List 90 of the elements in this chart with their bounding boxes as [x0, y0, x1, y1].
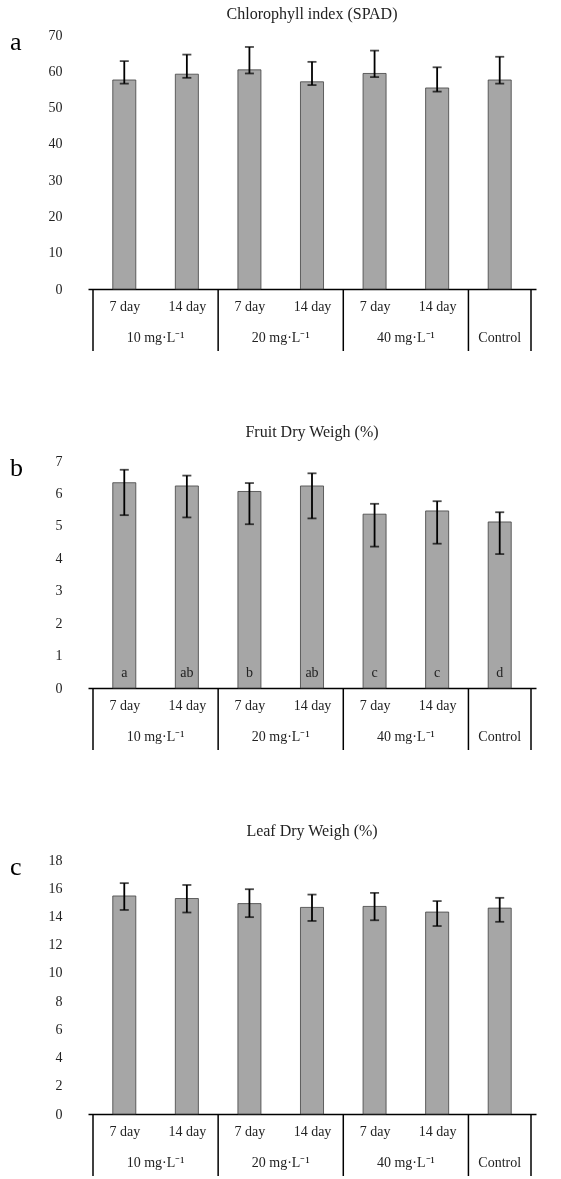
x-tick-label: 14 day	[293, 1123, 332, 1139]
text: a	[10, 27, 22, 56]
bar	[237, 69, 262, 290]
x-tick-label: 14 day	[293, 697, 332, 713]
text: b	[10, 453, 23, 482]
bar	[112, 79, 137, 290]
x-tick-label: 14 day	[293, 298, 332, 314]
text: Control	[478, 1155, 522, 1170]
text: Control	[478, 729, 522, 744]
y-tick-label: 5	[55, 518, 63, 534]
bar	[112, 895, 137, 1115]
annotation: b	[245, 665, 253, 680]
y-tick-label: 2	[55, 615, 63, 631]
annotation: c	[371, 665, 378, 680]
text: 20 mg·L⁻¹	[251, 729, 310, 744]
x-tick-label: 7 day	[109, 697, 141, 713]
y-tick-label: 6	[55, 485, 63, 501]
text: 10 mg·L⁻¹	[126, 1155, 185, 1170]
y-tick-label: 30	[48, 172, 63, 188]
annotation: d	[496, 665, 504, 680]
text: 20 mg·L⁻¹	[251, 330, 310, 345]
y-tick-label: 50	[48, 100, 63, 116]
bar	[362, 906, 387, 1115]
bar	[487, 521, 512, 689]
text: 40 mg·L⁻¹	[376, 729, 435, 744]
bar	[487, 79, 512, 290]
bar	[112, 482, 137, 689]
y-tick-label: 4	[55, 550, 63, 566]
y-tick-label: 0	[55, 281, 63, 297]
text: Control	[478, 330, 522, 345]
x-tick-label: 7 day	[359, 697, 391, 713]
bar	[362, 73, 387, 290]
bar	[174, 898, 199, 1115]
y-tick-label: 16	[48, 880, 63, 896]
text: 10 mg·L⁻¹	[126, 729, 185, 744]
bar	[174, 73, 199, 290]
text: 20 mg·L⁻¹	[251, 1155, 310, 1170]
x-tick-label: 7 day	[359, 298, 391, 314]
y-tick-label: 2	[55, 1078, 63, 1094]
annotation: a	[121, 665, 129, 680]
annotation: ab	[305, 665, 319, 680]
text: c	[10, 852, 22, 881]
x-tick-label: 7 day	[234, 697, 266, 713]
y-tick-label: 60	[48, 63, 63, 79]
chart-title: Fruit Dry Weigh (%)	[245, 423, 379, 441]
bar	[425, 911, 450, 1115]
text: 40 mg·L⁻¹	[376, 1155, 435, 1170]
bar	[362, 513, 387, 689]
bar	[425, 510, 450, 689]
chart-title: Leaf Dry Weigh (%)	[246, 822, 378, 840]
x-tick-label: 7 day	[109, 1123, 141, 1139]
x-tick-label: 14 day	[168, 1123, 207, 1139]
x-tick-label: 7 day	[359, 1123, 391, 1139]
annotation: ab	[180, 665, 194, 680]
y-tick-label: 18	[48, 852, 63, 868]
y-tick-label: 6	[55, 1021, 63, 1037]
chart-title: Chlorophyll index (SPAD)	[226, 5, 398, 23]
y-tick-label: 10	[48, 965, 63, 981]
x-tick-label: 7 day	[109, 298, 141, 314]
x-tick-label: 7 day	[234, 1123, 266, 1139]
x-tick-label: 14 day	[418, 697, 457, 713]
y-tick-label: 3	[55, 583, 63, 599]
bar	[300, 907, 324, 1115]
y-tick-label: 8	[55, 993, 63, 1009]
x-tick-label: 7 day	[234, 298, 266, 314]
y-tick-label: 14	[48, 908, 63, 924]
text: 10 mg·L⁻¹	[126, 330, 185, 345]
y-tick-label: 20	[48, 208, 63, 224]
bar	[300, 81, 324, 290]
y-tick-label: 4	[55, 1050, 63, 1066]
bar	[425, 87, 450, 290]
y-tick-label: 10	[48, 245, 63, 261]
annotation: c	[434, 665, 441, 680]
y-tick-label: 0	[55, 1106, 63, 1122]
y-tick-label: 70	[48, 27, 63, 43]
bar	[300, 485, 324, 689]
bar	[487, 907, 512, 1115]
x-tick-label: 14 day	[418, 1123, 457, 1139]
bar	[237, 491, 262, 689]
y-tick-label: 40	[48, 136, 63, 152]
x-tick-label: 14 day	[168, 298, 207, 314]
x-tick-label: 14 day	[168, 697, 207, 713]
y-tick-label: 0	[55, 680, 63, 696]
x-tick-label: 14 day	[418, 298, 457, 314]
y-tick-label: 7	[55, 453, 63, 469]
y-tick-label: 12	[48, 937, 63, 953]
text: 40 mg·L⁻¹	[376, 330, 435, 345]
y-tick-label: 1	[55, 648, 63, 664]
bar	[237, 903, 262, 1115]
bar	[174, 485, 199, 689]
